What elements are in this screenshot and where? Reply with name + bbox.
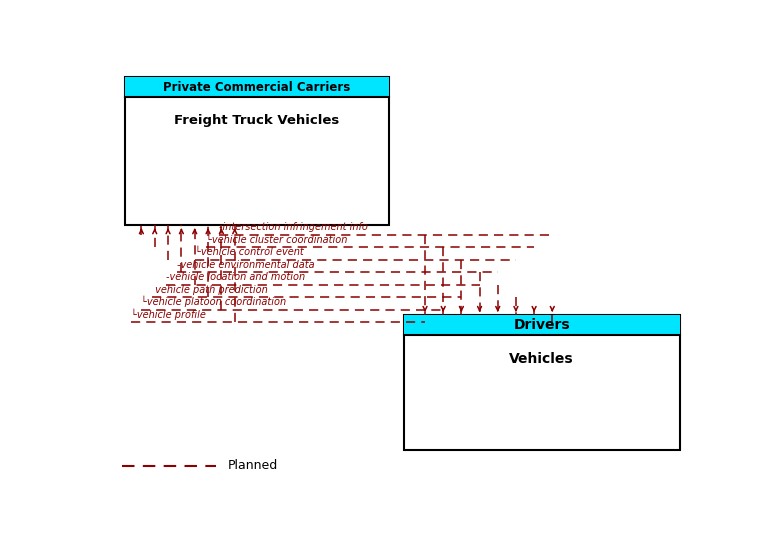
Bar <box>404 315 680 335</box>
Text: Planned: Planned <box>228 459 278 472</box>
Text: vehicle path prediction: vehicle path prediction <box>152 285 268 295</box>
Text: Freight Truck Vehicles: Freight Truck Vehicles <box>174 114 339 127</box>
Text: Drivers: Drivers <box>513 318 570 332</box>
Text: Private Commercial Carriers: Private Commercial Carriers <box>163 81 350 94</box>
Bar <box>125 77 389 225</box>
Text: -vehicle environmental data: -vehicle environmental data <box>177 260 314 270</box>
Text: Vehicles: Vehicles <box>509 352 574 366</box>
Bar <box>125 77 389 97</box>
Text: └vehicle control event: └vehicle control event <box>195 247 303 258</box>
Text: └vehicle profile: └vehicle profile <box>131 308 206 320</box>
Text: └vehicle cluster coordination: └vehicle cluster coordination <box>206 235 347 245</box>
Text: └vehicle platoon coordination: └vehicle platoon coordination <box>142 296 286 307</box>
Text: -intersection infringement info: -intersection infringement info <box>219 222 368 233</box>
Bar <box>404 315 680 450</box>
Text: -vehicle location and motion: -vehicle location and motion <box>166 272 305 282</box>
